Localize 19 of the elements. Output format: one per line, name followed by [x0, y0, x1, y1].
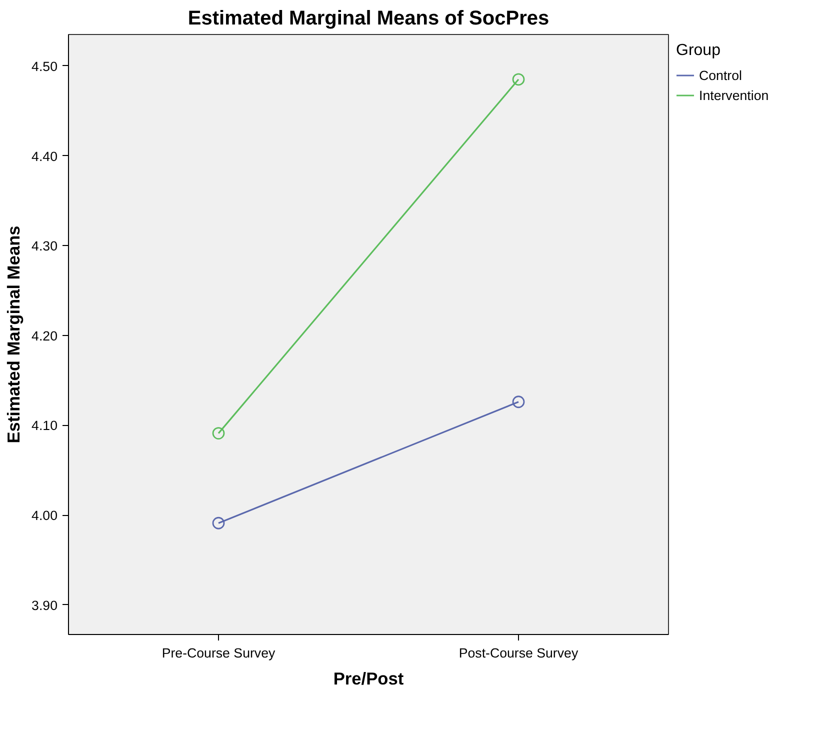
- y-tick-label: 4.40: [32, 148, 58, 164]
- y-tick-label: 4.50: [32, 58, 58, 74]
- x-tick-label: Post-Course Survey: [458, 646, 578, 660]
- y-tick-label: 4.30: [32, 238, 58, 254]
- point: [512, 396, 525, 408]
- y-tick-label: 4.00: [32, 508, 58, 524]
- y-tick-label: 3.90: [32, 598, 58, 613]
- point: [212, 427, 225, 440]
- legend-title: Group: [676, 42, 722, 60]
- x-axis-title: Pre/Post: [333, 668, 404, 688]
- point: [512, 73, 525, 86]
- chart-title: Estimated Marginal Means of SocPres: [188, 8, 550, 30]
- x-tick-label: Pre-Course Survey: [162, 646, 276, 660]
- point: [212, 516, 225, 530]
- legend-label: Intervention: [699, 88, 769, 102]
- legend-label: Control: [699, 68, 742, 82]
- y-tick-label: 4.10: [32, 418, 58, 434]
- y-tick-label: 4.20: [32, 328, 58, 344]
- y-axis-title: Estimated Marginal Means: [4, 226, 24, 444]
